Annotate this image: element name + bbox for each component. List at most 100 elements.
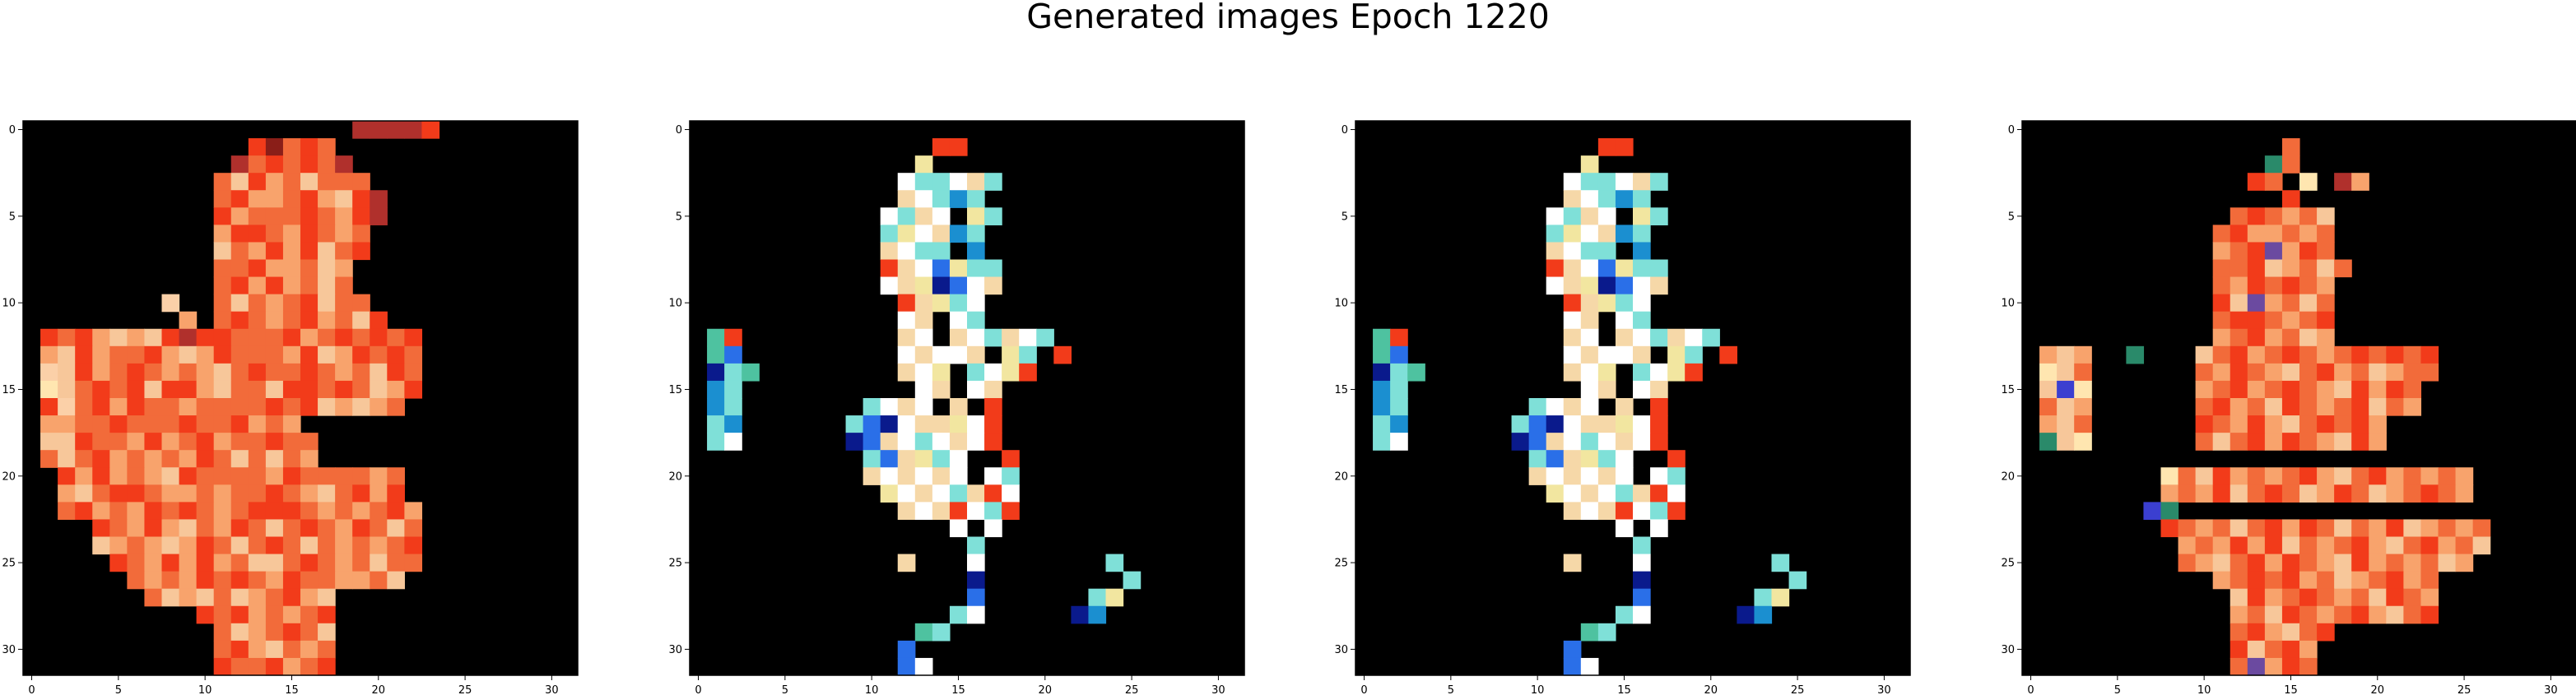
pixel-cell xyxy=(1597,190,1616,208)
pixel-cell xyxy=(370,571,388,590)
pixel-cell xyxy=(387,467,405,485)
pixel-cell xyxy=(109,363,128,382)
pixel-cell xyxy=(2074,415,2092,433)
pixel-cell xyxy=(58,345,76,364)
pixel-cell xyxy=(2369,519,2387,538)
pixel-cell xyxy=(248,242,267,261)
pixel-cell xyxy=(1633,588,1651,607)
pixel-cell xyxy=(1546,242,1565,261)
pixel-cell xyxy=(144,433,163,451)
pixel-cell xyxy=(1633,190,1651,208)
pixel-cell xyxy=(2247,415,2266,433)
pixel-cell xyxy=(387,554,405,572)
pixel-cell xyxy=(1002,450,1020,468)
pixel-cell xyxy=(352,311,370,330)
pixel-cell xyxy=(2455,484,2474,503)
pixel-cell xyxy=(2230,259,2248,278)
pixel-cell xyxy=(2472,536,2491,555)
pixel-cell xyxy=(213,380,232,399)
pixel-cell xyxy=(40,450,58,468)
pixel-cell xyxy=(2351,173,2369,191)
pixel-cell xyxy=(196,328,215,347)
y-tick-label: 30 xyxy=(2001,644,2015,656)
pixel-cell xyxy=(2281,276,2300,295)
pixel-cell xyxy=(984,173,1002,191)
pixel-cell xyxy=(2195,467,2214,485)
pixel-cell xyxy=(230,345,249,364)
pixel-cell xyxy=(2264,259,2283,278)
pixel-cell xyxy=(2299,225,2318,243)
pixel-cell xyxy=(230,519,249,538)
pixel-cell xyxy=(1597,484,1616,503)
pixel-cell xyxy=(265,363,284,382)
pixel-cell xyxy=(1002,467,1020,485)
pixel-cell xyxy=(1650,398,1668,416)
pixel-cell xyxy=(2230,242,2248,261)
pixel-cell xyxy=(2281,225,2300,243)
pixel-cell xyxy=(1615,311,1634,330)
pixel-cell xyxy=(2212,363,2231,382)
pixel-cell xyxy=(1088,588,1107,607)
pixel-cell xyxy=(967,328,985,347)
pixel-cell xyxy=(335,242,353,261)
pixel-cell xyxy=(2281,242,2300,261)
pixel-cell xyxy=(2212,554,2231,572)
pixel-cell xyxy=(2074,380,2092,399)
pixel-cell xyxy=(897,398,916,416)
pixel-cell xyxy=(2281,190,2300,208)
pixel-cell xyxy=(1563,259,1582,278)
pixel-cell xyxy=(352,519,370,538)
pixel-cell xyxy=(1650,502,1668,521)
pixel-cell xyxy=(318,276,336,295)
pixel-cell xyxy=(2230,467,2248,485)
pixel-cell xyxy=(2403,398,2422,416)
pixel-cell xyxy=(1528,415,1547,433)
pixel-cell xyxy=(230,380,249,399)
pixel-cell xyxy=(1002,363,1020,382)
pixel-cell xyxy=(2317,571,2335,590)
pixel-cell xyxy=(213,328,232,347)
y-tick-label: 15 xyxy=(2,384,16,396)
pixel-cell xyxy=(1546,225,1565,243)
pixel-cell xyxy=(2281,571,2300,590)
pixel-cell xyxy=(265,328,284,347)
pixel-cell xyxy=(897,433,916,451)
pixel-cell xyxy=(161,415,180,433)
pixel-cell xyxy=(2230,519,2248,538)
pixel-cell xyxy=(265,259,284,278)
pixel-cell xyxy=(1563,450,1582,468)
pixel-cell xyxy=(845,415,864,433)
pixel-cell xyxy=(335,502,353,521)
pixel-cell xyxy=(282,519,301,538)
pixel-cell xyxy=(1615,605,1634,624)
pixel-cell xyxy=(1580,155,1599,174)
pixel-cell xyxy=(914,276,933,295)
pixel-cell xyxy=(318,623,336,642)
pixel-cell xyxy=(2264,173,2283,191)
pixel-cell xyxy=(352,242,370,261)
pixel-cell xyxy=(2247,363,2266,382)
pixel-cell xyxy=(2369,605,2387,624)
pixel-cell xyxy=(265,276,284,295)
x-tick-label: 0 xyxy=(2027,684,2034,695)
pixel-cell xyxy=(2247,294,2266,313)
pixel-cell xyxy=(2403,571,2422,590)
pixel-cell xyxy=(967,415,985,433)
pixel-cell xyxy=(248,415,267,433)
pixel-cell xyxy=(300,380,319,399)
pixel-cell xyxy=(1373,398,1391,416)
x-tick-label: 25 xyxy=(458,684,472,695)
x-tick-label: 10 xyxy=(198,684,212,695)
pixel-cell xyxy=(2403,536,2422,555)
pixel-cell xyxy=(265,588,284,607)
pixel-cell xyxy=(1105,554,1124,572)
pixel-cell xyxy=(2299,242,2318,261)
pixel-cell xyxy=(932,294,951,313)
pixel-cell xyxy=(2299,657,2318,676)
x-tick-label: 25 xyxy=(1791,684,1805,695)
pixel-cell xyxy=(404,380,423,399)
pixel-cell xyxy=(300,242,319,261)
pixel-cell xyxy=(282,380,301,399)
pixel-cell xyxy=(2299,259,2318,278)
pixel-cell xyxy=(2212,398,2231,416)
